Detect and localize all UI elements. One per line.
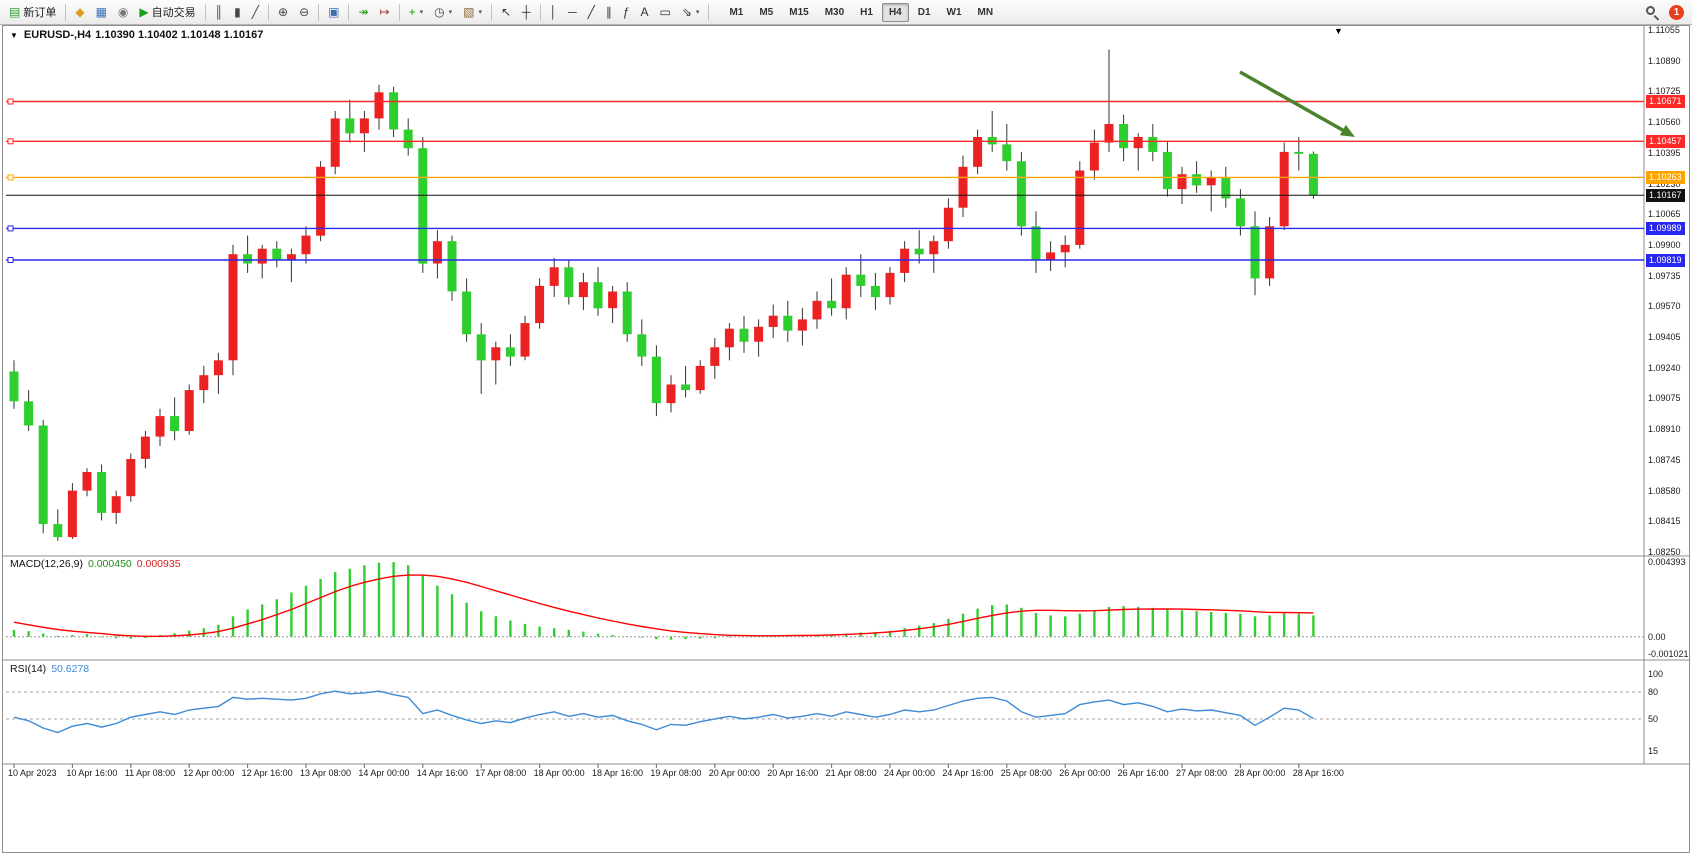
indicators-icon: +	[408, 5, 416, 19]
toolbar-separator	[204, 3, 206, 21]
channel-button[interactable]: ∥	[601, 2, 617, 23]
trendline-icon: ╱	[587, 5, 595, 19]
crosshair-icon: ┼	[522, 5, 531, 19]
fibonacci-button[interactable]: ƒ	[618, 2, 635, 23]
auto-scroll-icon: ↠	[358, 5, 369, 19]
toolbar-separator	[490, 3, 492, 21]
toolbar-separator	[65, 3, 67, 21]
templates-icon: ▧	[463, 5, 475, 19]
mql-community-icon: ◉	[117, 5, 129, 19]
caret-down-icon: ▾	[478, 9, 482, 16]
zoom-in-button[interactable]: ⊕	[273, 2, 293, 23]
cursor-button[interactable]: ↖	[496, 2, 516, 23]
toolbar-separator	[348, 3, 350, 21]
text-button[interactable]: A	[636, 2, 654, 23]
cursor-icon: ↖	[500, 5, 512, 19]
panel-separators	[3, 26, 1689, 765]
periods-button[interactable]: ◷ ▾	[429, 2, 457, 23]
macd-histogram	[6, 562, 1644, 640]
caret-down-icon: ▾	[695, 9, 700, 16]
candlestick-chart-button[interactable]: ▮	[229, 2, 246, 23]
candlesticks	[9, 49, 1318, 541]
periods-icon: ◷	[434, 5, 445, 19]
main-toolbar: ▤ 新订单 ◆ ▦ ◉ ▶ 自动交易 ║ ▮ ╱ ⊕ ⊖ ▣ ↠ ↦ + ▾ ◷ ▾ ▧ ▾ ↖ ┼ │ ─ ╱ ∥ ƒ A ▭ ⇘ ▾ M1 M…	[0, 0, 1692, 25]
notification-badge[interactable]: 1	[1669, 4, 1684, 20]
arrows-button[interactable]: ⇘ ▾	[677, 2, 705, 23]
rsi-line	[13, 690, 1314, 734]
fibonacci-icon: ƒ	[622, 5, 630, 19]
chart-shift-button[interactable]: ↦	[375, 2, 395, 23]
line-chart-icon: ╱	[251, 5, 259, 19]
timeframe-m1-button[interactable]: M1	[722, 3, 750, 22]
search-icon[interactable]	[1645, 5, 1660, 21]
rsi-levels	[6, 691, 1644, 720]
horizontal-line-button[interactable]: ─	[563, 2, 582, 23]
timeframe-w1-button[interactable]: W1	[940, 3, 969, 22]
candlestick-chart-icon: ▮	[234, 5, 241, 19]
autotrading-button-label: 自动交易	[151, 7, 196, 19]
timeframe-m30-button[interactable]: M30	[818, 3, 851, 22]
search-icon-circle	[1646, 5, 1655, 15]
new-order-icon: ▤	[9, 5, 21, 19]
line-chart-button[interactable]: ╱	[247, 2, 264, 23]
tile-windows-icon: ▣	[328, 5, 340, 19]
metaeditor-button[interactable]: ◆	[70, 2, 89, 23]
tile-windows-button[interactable]: ▣	[323, 2, 344, 23]
auto-scroll-button[interactable]: ↠	[353, 2, 373, 23]
horizontal-line-icon: ─	[568, 5, 577, 19]
zoom-out-icon: ⊖	[299, 5, 310, 19]
vertical-line-button[interactable]: │	[545, 2, 563, 23]
bar-chart-icon: ║	[214, 5, 224, 19]
indicators-button[interactable]: + ▾	[404, 2, 429, 23]
chart-shift-icon: ↦	[379, 5, 390, 19]
charts-button[interactable]: ▦	[91, 2, 112, 23]
text-label-button[interactable]: ▭	[655, 2, 676, 23]
charts-icon: ▦	[95, 5, 107, 19]
toolbar-items: ▤ 新订单 ◆ ▦ ◉ ▶ 自动交易 ║ ▮ ╱ ⊕ ⊖ ▣ ↠ ↦ + ▾ ◷ ▾ ▧ ▾ ↖ ┼ │ ─ ╱ ∥ ƒ A ▭ ⇘ ▾ M1 M…	[4, 0, 1001, 24]
timeframe-h1-button[interactable]: H1	[853, 3, 880, 22]
toolbar-separator	[539, 3, 541, 21]
zoom-out-button[interactable]: ⊖	[294, 2, 314, 23]
trendline-button[interactable]: ╱	[583, 2, 600, 23]
metaeditor-icon: ◆	[75, 5, 85, 19]
toolbar-separator	[398, 3, 400, 21]
text-label-icon: ▭	[659, 5, 671, 19]
timeframe-h4-button[interactable]: H4	[881, 2, 909, 22]
timeframe-mn-button[interactable]: MN	[971, 3, 1001, 22]
autotrading-button[interactable]: ▶ 自动交易	[134, 2, 200, 23]
macd-signal-line	[13, 574, 1314, 637]
timeframe-group: M1 M5 M15 M30 H1 H4 D1 W1 MN	[721, 2, 1001, 22]
timeframe-m15-button[interactable]: M15	[782, 3, 815, 22]
new-order-button-label: 新订单	[23, 7, 57, 19]
timeframe-m5-button[interactable]: M5	[752, 3, 780, 22]
mql-community-button[interactable]: ◉	[113, 2, 133, 23]
timeframe-d1-button[interactable]: D1	[911, 3, 938, 22]
toolbar-separator	[318, 3, 320, 21]
toolbar-separator	[268, 3, 269, 21]
autotrading-icon: ▶	[139, 5, 149, 19]
time-axis-ticks	[13, 764, 1300, 768]
bar-chart-button[interactable]: ║	[210, 2, 229, 23]
search-icon-handle	[1653, 14, 1660, 21]
zoom-in-icon: ⊕	[278, 5, 289, 19]
caret-down-icon: ▾	[419, 9, 424, 16]
chart-window	[2, 25, 1690, 853]
new-order-button[interactable]: ▤ 新订单	[4, 2, 61, 23]
text-icon: A	[640, 5, 649, 19]
arrows-icon: ⇘	[681, 5, 692, 19]
channel-icon: ∥	[605, 5, 612, 19]
vertical-line-icon: │	[549, 5, 558, 19]
caret-down-icon: ▾	[448, 9, 453, 16]
trend-arrow-annotation[interactable]	[1239, 70, 1355, 137]
toolbar-separator	[708, 3, 710, 21]
toolbar-right-group: 1	[1645, 4, 1688, 21]
templates-button[interactable]: ▧ ▾	[458, 2, 487, 23]
crosshair-button[interactable]: ┼	[517, 2, 536, 23]
horizontal-lines[interactable]	[6, 98, 1644, 263]
